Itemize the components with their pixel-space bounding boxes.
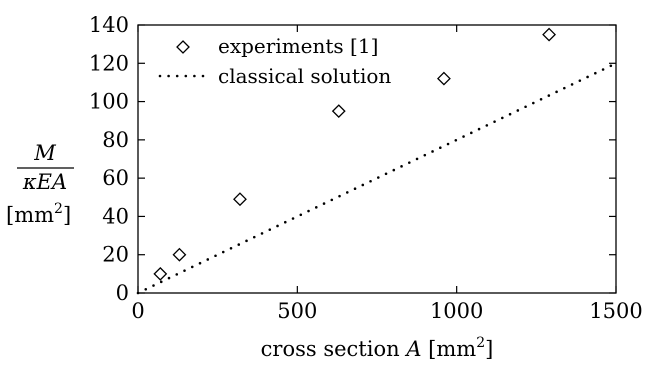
experiment-point-3 [233,192,247,207]
y-tick-label-60: 60 [102,166,129,190]
x-tick-label-0: 0 [131,299,144,323]
x-tick-label-500: 500 [277,299,317,323]
legend-diamond-marker [176,40,190,54]
x-axis-label: cross section A [mm2] [261,335,494,361]
y-label-unit: [mm2] [6,201,71,227]
x-tick-label-1000: 1000 [430,299,483,323]
y-axis-label: M κEA [mm2] [6,141,74,227]
legend-label-experiments: experiments [1] [218,34,378,58]
y-tick-label-20: 20 [102,243,129,267]
y-tick-label-140: 140 [89,13,129,37]
y-tick-label-0: 0 [116,281,129,305]
legend-label-classical: classical solution [218,64,391,88]
data-series [136,27,618,295]
x-tick-label-1500: 1500 [589,299,642,323]
y-tick-label-120: 120 [89,51,129,75]
legend: experiments [1] classical solution [158,34,391,88]
experiment-point-6 [542,27,556,42]
experiment-point-4 [331,104,346,119]
y-label-numerator: M [33,141,56,165]
experiment-point-1 [153,266,168,281]
y-tick-label-40: 40 [102,204,129,228]
experiment-point-5 [437,71,451,86]
y-label-denominator: κEA [22,170,67,194]
y-tick-label-80: 80 [102,128,129,152]
y-tick-label-100: 100 [89,90,129,114]
plot-area [137,24,617,294]
classical-solution-line [136,61,618,295]
experiment-point-2 [172,247,187,262]
axis-ticks: 0 500 1000 1500 0 20 40 60 80 100 120 140 [89,13,643,323]
plot-frame [137,24,617,294]
